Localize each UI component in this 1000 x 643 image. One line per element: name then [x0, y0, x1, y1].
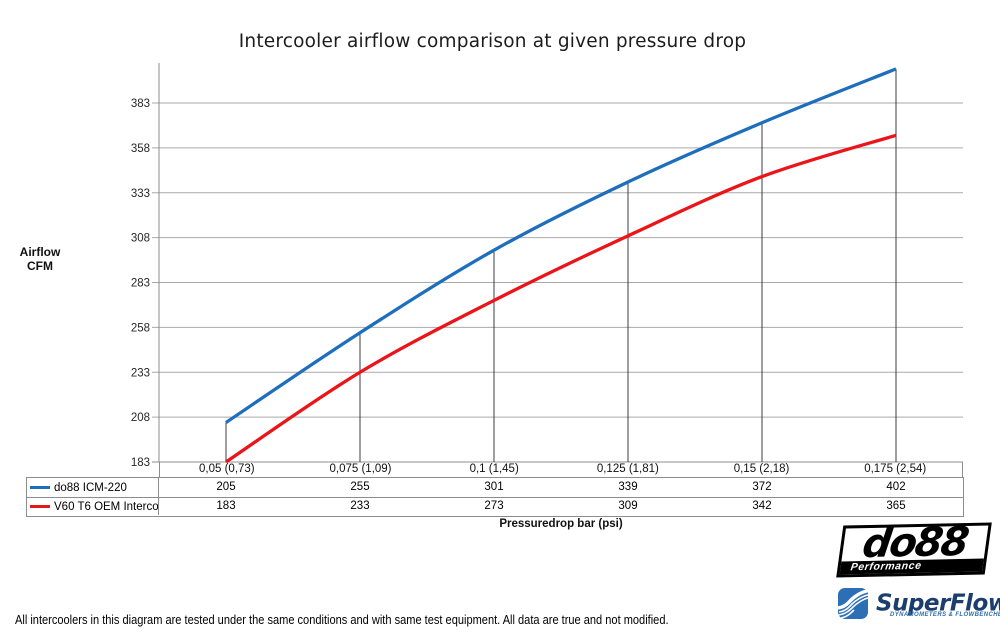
footer-note: All intercoolers in this diagram are tes…	[15, 612, 784, 627]
x-axis-title: Pressuredrop bar (psi)	[499, 518, 623, 530]
legend-item-oem: V60 T6 OEM Intercooler	[27, 497, 159, 515]
table-cell: 309	[561, 497, 695, 515]
table-cell: 183	[159, 497, 293, 515]
series-line-v60-t6-oem-intercooler	[225, 133, 897, 464]
x-axis-category-row: 0,05 (0,73) 0,075 (1,09) 0,1 (1,45) 0,12…	[159, 462, 963, 478]
y-axis-label-line2: CFM	[27, 259, 53, 273]
superflow-tagline: DYNAMOMETERS & FLOWBENCHES	[890, 612, 1000, 618]
y-axis-label: Airflow CFM	[8, 245, 72, 273]
table-cell: 205	[216, 481, 236, 493]
y-tick-label: 358	[131, 143, 150, 155]
superflow-wave-icon	[837, 588, 869, 619]
chart-plot: 183 208 233 258 283 308 333 358 383	[131, 63, 963, 469]
table-cell: 301	[484, 481, 504, 493]
table-cell: 342	[695, 497, 829, 515]
table-cell: 365	[829, 497, 963, 515]
series-swatch-do88	[30, 486, 50, 489]
y-tick-label: 283	[131, 278, 150, 290]
y-tick-label: 183	[131, 457, 150, 469]
table-cell: 273	[427, 497, 561, 515]
x-tick-label: 0,1 (1,45)	[469, 463, 519, 475]
legend-label: do88 ICM-220	[54, 481, 127, 494]
x-tick-label: 0,175 (2,54)	[864, 463, 927, 475]
y-tick-label: 308	[131, 233, 150, 245]
table-cell: 402	[886, 481, 906, 493]
do88-logo: do88 Performance	[836, 518, 992, 578]
table-cell: 255	[350, 481, 370, 493]
y-tick-label: 258	[131, 322, 150, 334]
x-tick-label: 0,15 (2,18)	[733, 463, 790, 475]
y-tick-label: 233	[131, 367, 150, 379]
superflow-logo: SuperFlow™ DYNAMOMETERS & FLOWBENCHES	[836, 587, 1000, 623]
x-tick-label: 0,05 (0,73)	[199, 463, 255, 475]
data-table: do88 ICM-220 205 255 301 339 372 402 V60…	[26, 477, 964, 517]
legend-label: V60 T6 OEM Intercooler	[54, 500, 159, 513]
do88-logo-bar: Performance	[839, 558, 984, 575]
do88-logo-text: do88	[859, 518, 971, 568]
x-tick-label: 0,075 (1,09)	[329, 463, 392, 475]
table-cell: 372	[752, 481, 772, 493]
table-cell: 233	[293, 497, 427, 515]
superflow-logo-text: SuperFlow™	[876, 589, 1000, 616]
y-tick-label: 383	[131, 98, 150, 110]
footer-note-text: All intercoolers in this diagram are tes…	[15, 612, 669, 627]
superflow-wordmark: SuperFlow	[876, 590, 1000, 617]
y-tick-label: 208	[131, 412, 150, 424]
y-axis-label-line1: Airflow	[19, 245, 61, 259]
chart-title: Intercooler airflow comparison at given …	[238, 31, 747, 52]
do88-logo-tagline: Performance	[849, 559, 923, 574]
series-swatch-oem	[30, 505, 50, 508]
legend-item-do88: do88 ICM-220	[27, 478, 159, 497]
x-tick-label: 0,125 (1,81)	[596, 463, 659, 475]
series-line-do88-icm-220	[225, 67, 897, 424]
table-cell: 339	[618, 481, 638, 493]
y-tick-label: 333	[131, 188, 150, 200]
